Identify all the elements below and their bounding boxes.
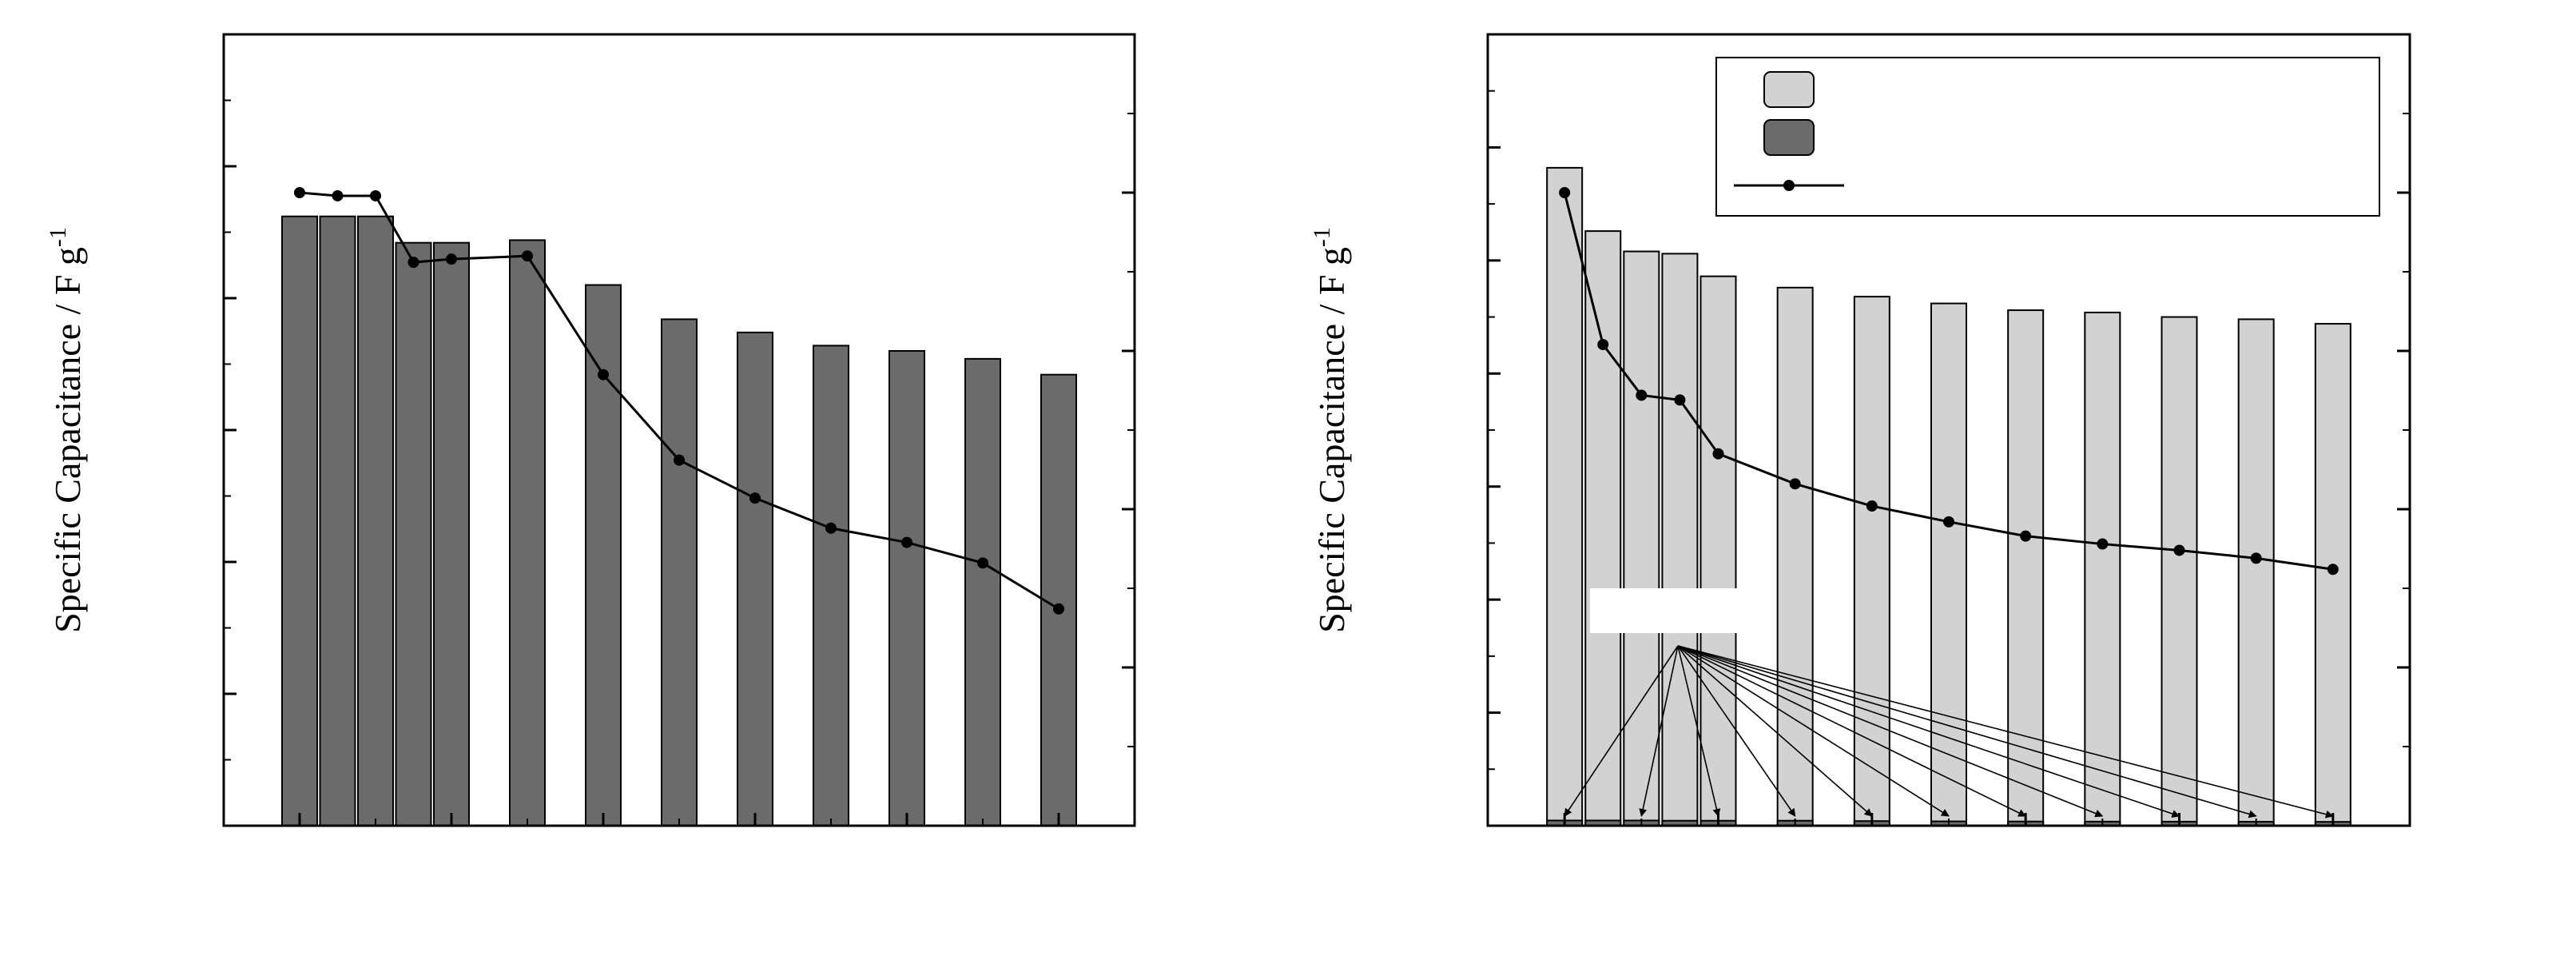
- retention-point-400: [598, 368, 609, 380]
- bar-nw-500: [1930, 302, 1967, 827]
- retention-point-1000: [1053, 603, 1064, 615]
- annotation-arrow-600: [1677, 645, 2027, 817]
- retention-point-800: [2173, 544, 2185, 556]
- retention-point-300: [522, 250, 533, 262]
- retention-point-50: [1597, 339, 1609, 351]
- retention-point-600: [2020, 530, 2032, 542]
- bar-bulk-500: [661, 318, 698, 827]
- bar-bulk-200: [433, 241, 470, 827]
- retention-point-900: [977, 557, 988, 569]
- legend-swatch-marker: [1783, 180, 1795, 191]
- retention-point-150: [1674, 394, 1686, 406]
- bar-bulk-700: [813, 345, 849, 827]
- bar-nw-900: [2237, 318, 2275, 827]
- bar-nw-0: [1546, 166, 1584, 827]
- retention-point-100: [370, 189, 381, 201]
- bar-nw-150: [1661, 253, 1699, 827]
- retention-point-50: [332, 189, 344, 201]
- legend-box: [1715, 57, 2380, 217]
- legend-swatch-bulk: [1763, 119, 1815, 156]
- annotation-arrow-100: [1639, 645, 1679, 817]
- bar-bulk-300: [509, 239, 546, 827]
- y-axis-label: Specific Capacitance / F g-1: [1309, 227, 1352, 633]
- bar-bulk-0: [281, 215, 318, 827]
- bar-bulk-600: [737, 331, 773, 827]
- retention-point-0: [294, 187, 305, 198]
- y-axis-label-text: Specific Capacitance / F g: [1311, 247, 1352, 633]
- retention-point-200: [446, 253, 457, 265]
- retention-point-500: [1943, 516, 1954, 528]
- retention-point-500: [674, 454, 685, 466]
- bar-nw-300: [1776, 286, 1814, 827]
- bar-nw-50: [1584, 230, 1622, 827]
- retention-point-800: [901, 536, 912, 548]
- annotation-arrow-500: [1677, 645, 1950, 817]
- y-axis-label-superscript: -1: [45, 227, 71, 247]
- retention-point-700: [2097, 538, 2109, 550]
- bar-bulk-1000: [1040, 373, 1077, 827]
- bar-nw-800: [2161, 316, 2198, 827]
- bar-bulk-150: [395, 241, 432, 827]
- bar-nw-700: [2084, 311, 2121, 827]
- retention-point-200: [1712, 448, 1724, 460]
- annotation-arrow-300: [1677, 645, 1796, 817]
- retention-point-400: [1866, 500, 1878, 512]
- retention-point-300: [1789, 478, 1801, 490]
- bar-bulk-800: [888, 350, 925, 827]
- retention-point-900: [2250, 552, 2262, 564]
- retention-point-150: [407, 257, 419, 269]
- bar-bulk-100: [357, 215, 394, 827]
- retention-point-600: [749, 492, 761, 504]
- retention-point-100: [1636, 389, 1648, 401]
- retention-point-0: [1559, 187, 1571, 198]
- annotation-arrow-400: [1677, 645, 1873, 817]
- bar-bulk-900: [964, 357, 1001, 827]
- y-axis-label-superscript: -1: [1309, 227, 1335, 247]
- retention-point-700: [825, 522, 837, 534]
- annotation-arrow-800: [1677, 645, 2180, 818]
- y-axis-label: Specific Capacitance / F g-1: [45, 227, 88, 633]
- retention-point-1000: [2327, 564, 2339, 576]
- annotation-arrow-700: [1677, 645, 2104, 818]
- y-axis-label-text: Specific Capacitance / F g: [47, 247, 88, 633]
- legend-swatch-nw: [1763, 71, 1815, 108]
- annotation-arrow-200: [1677, 645, 1721, 817]
- panel-b-chart: Specific Capacitance / F g-1: [1309, 33, 2411, 827]
- bar-nw-200: [1699, 275, 1737, 827]
- bar-bulk-50: [319, 215, 356, 827]
- bar-nw-100: [1623, 250, 1660, 827]
- annotation-background: [1590, 588, 1766, 633]
- bar-bulk-400: [585, 284, 622, 827]
- annotation-arrow-0: [1564, 645, 1679, 817]
- annotation-arrow-1000: [1677, 645, 2334, 819]
- annotation-arrow-900: [1677, 645, 2257, 819]
- panel-a-chart: Specific Capacitance / F g-1: [45, 33, 1136, 827]
